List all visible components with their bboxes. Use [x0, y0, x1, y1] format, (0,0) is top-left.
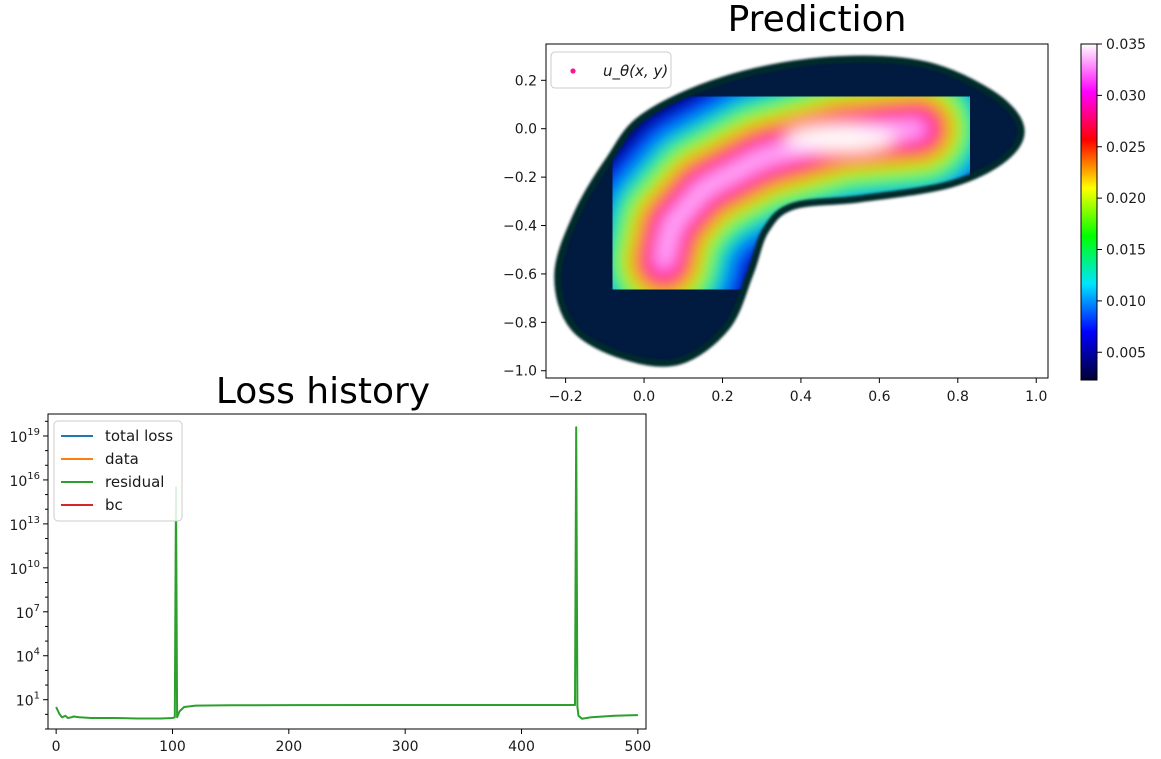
prediction-legend-box — [550, 51, 672, 89]
prediction-x-axis: −0.2 0.0 0.2 0.4 0.6 0.8 1.0 — [549, 378, 1047, 405]
colorbar-tick-label: 0.015 — [1106, 243, 1146, 259]
prediction-y-tick-label: −0.8 — [503, 315, 537, 331]
prediction-y-axis: 0.2 0.0 −0.2 −0.4 −0.6 −0.8 −1.0 — [503, 73, 546, 380]
legend-entry-bc: bc — [61, 496, 123, 514]
legend-label-bc: bc — [105, 496, 123, 514]
prediction-legend: u_θ(x, y) — [550, 51, 672, 89]
colorbar-axis: 0.005 0.010 0.015 0.020 0.025 0.030 0.035 — [1097, 37, 1146, 361]
loss-history-title: Loss history — [216, 371, 430, 412]
loss-y-tick-label: 101 — [16, 691, 40, 710]
loss-x-tick-label: 300 — [392, 739, 419, 755]
legend-marker-u-theta — [570, 68, 576, 74]
loss-x-tick-label: 400 — [508, 739, 535, 755]
prediction-chart: Prediction −0.2 0.0 0.2 0.4 0.6 0.8 1.0 0.2 0.0… — [503, 0, 1049, 405]
loss-y-axis: 101 104 107 1010 1013 1016 1019 — [9, 420, 48, 730]
legend-label-residual: residual — [105, 473, 164, 491]
colorbar-gradient — [1080, 43, 1098, 381]
loss-y-tick-label: 1013 — [9, 515, 40, 534]
colorbar-tick-label: 0.020 — [1106, 191, 1146, 207]
prediction-x-tick-label: 1.0 — [1025, 389, 1047, 405]
legend-label-u-theta: u_θ(x, y) — [603, 62, 668, 81]
prediction-axes-frame — [545, 43, 1049, 379]
prediction-x-tick-label: 0.6 — [868, 389, 890, 405]
colorbar-tick-label: 0.025 — [1106, 140, 1146, 156]
prediction-colorbar: 0.005 0.010 0.015 0.020 0.025 0.030 0.035 — [1080, 37, 1146, 381]
loss-y-tick-label: 1019 — [9, 427, 40, 446]
loss-legend-box — [53, 420, 183, 522]
loss-history-chart: Loss history 0 100 200 300 400 500 1011041071… — [9, 371, 651, 755]
series-line-residual — [55, 426, 638, 720]
legend-entry-data: data — [61, 450, 139, 468]
colorbar-tick-label: 0.010 — [1106, 294, 1146, 310]
prediction-x-tick-label: 0.0 — [633, 389, 655, 405]
heat-core — [785, 124, 896, 153]
colorbar-tick-label: 0.005 — [1106, 345, 1146, 361]
colorbar-tick-label: 0.035 — [1106, 37, 1146, 53]
legend-label-total-loss: total loss — [105, 427, 173, 445]
prediction-y-tick-label: 0.2 — [515, 73, 537, 89]
loss-y-tick-label: 104 — [16, 647, 40, 666]
loss-legend: total loss data residual bc — [53, 420, 183, 522]
legend-entry-total-loss: total loss — [61, 427, 173, 445]
legend-entry-residual: residual — [61, 473, 164, 491]
loss-y-tick-label: 107 — [16, 603, 40, 622]
prediction-y-tick-label: −0.6 — [503, 267, 537, 283]
loss-x-tick-label: 500 — [624, 739, 651, 755]
loss-x-tick-label: 100 — [159, 739, 186, 755]
prediction-x-tick-label: 0.4 — [790, 389, 812, 405]
loss-axes-frame — [47, 413, 647, 730]
loss-y-tick-label: 1010 — [9, 559, 40, 578]
colorbar-tick-label: 0.030 — [1106, 88, 1146, 104]
loss-x-tick-label: 0 — [52, 739, 61, 755]
prediction-x-tick-label: −0.2 — [549, 389, 583, 405]
prediction-y-tick-label: 0.0 — [515, 122, 537, 138]
loss-x-axis: 0 100 200 300 400 500 — [52, 729, 651, 755]
domain-boundary — [554, 55, 1025, 367]
loss-y-tick-label: 1016 — [9, 471, 40, 490]
prediction-y-tick-label: −1.0 — [503, 364, 537, 380]
prediction-y-tick-label: −0.4 — [503, 219, 537, 235]
loss-x-tick-label: 200 — [275, 739, 302, 755]
prediction-y-tick-label: −0.2 — [503, 170, 537, 186]
legend-label-data: data — [105, 450, 139, 468]
prediction-title: Prediction — [728, 0, 907, 40]
prediction-x-tick-label: 0.8 — [947, 389, 969, 405]
prediction-x-tick-label: 0.2 — [711, 389, 733, 405]
